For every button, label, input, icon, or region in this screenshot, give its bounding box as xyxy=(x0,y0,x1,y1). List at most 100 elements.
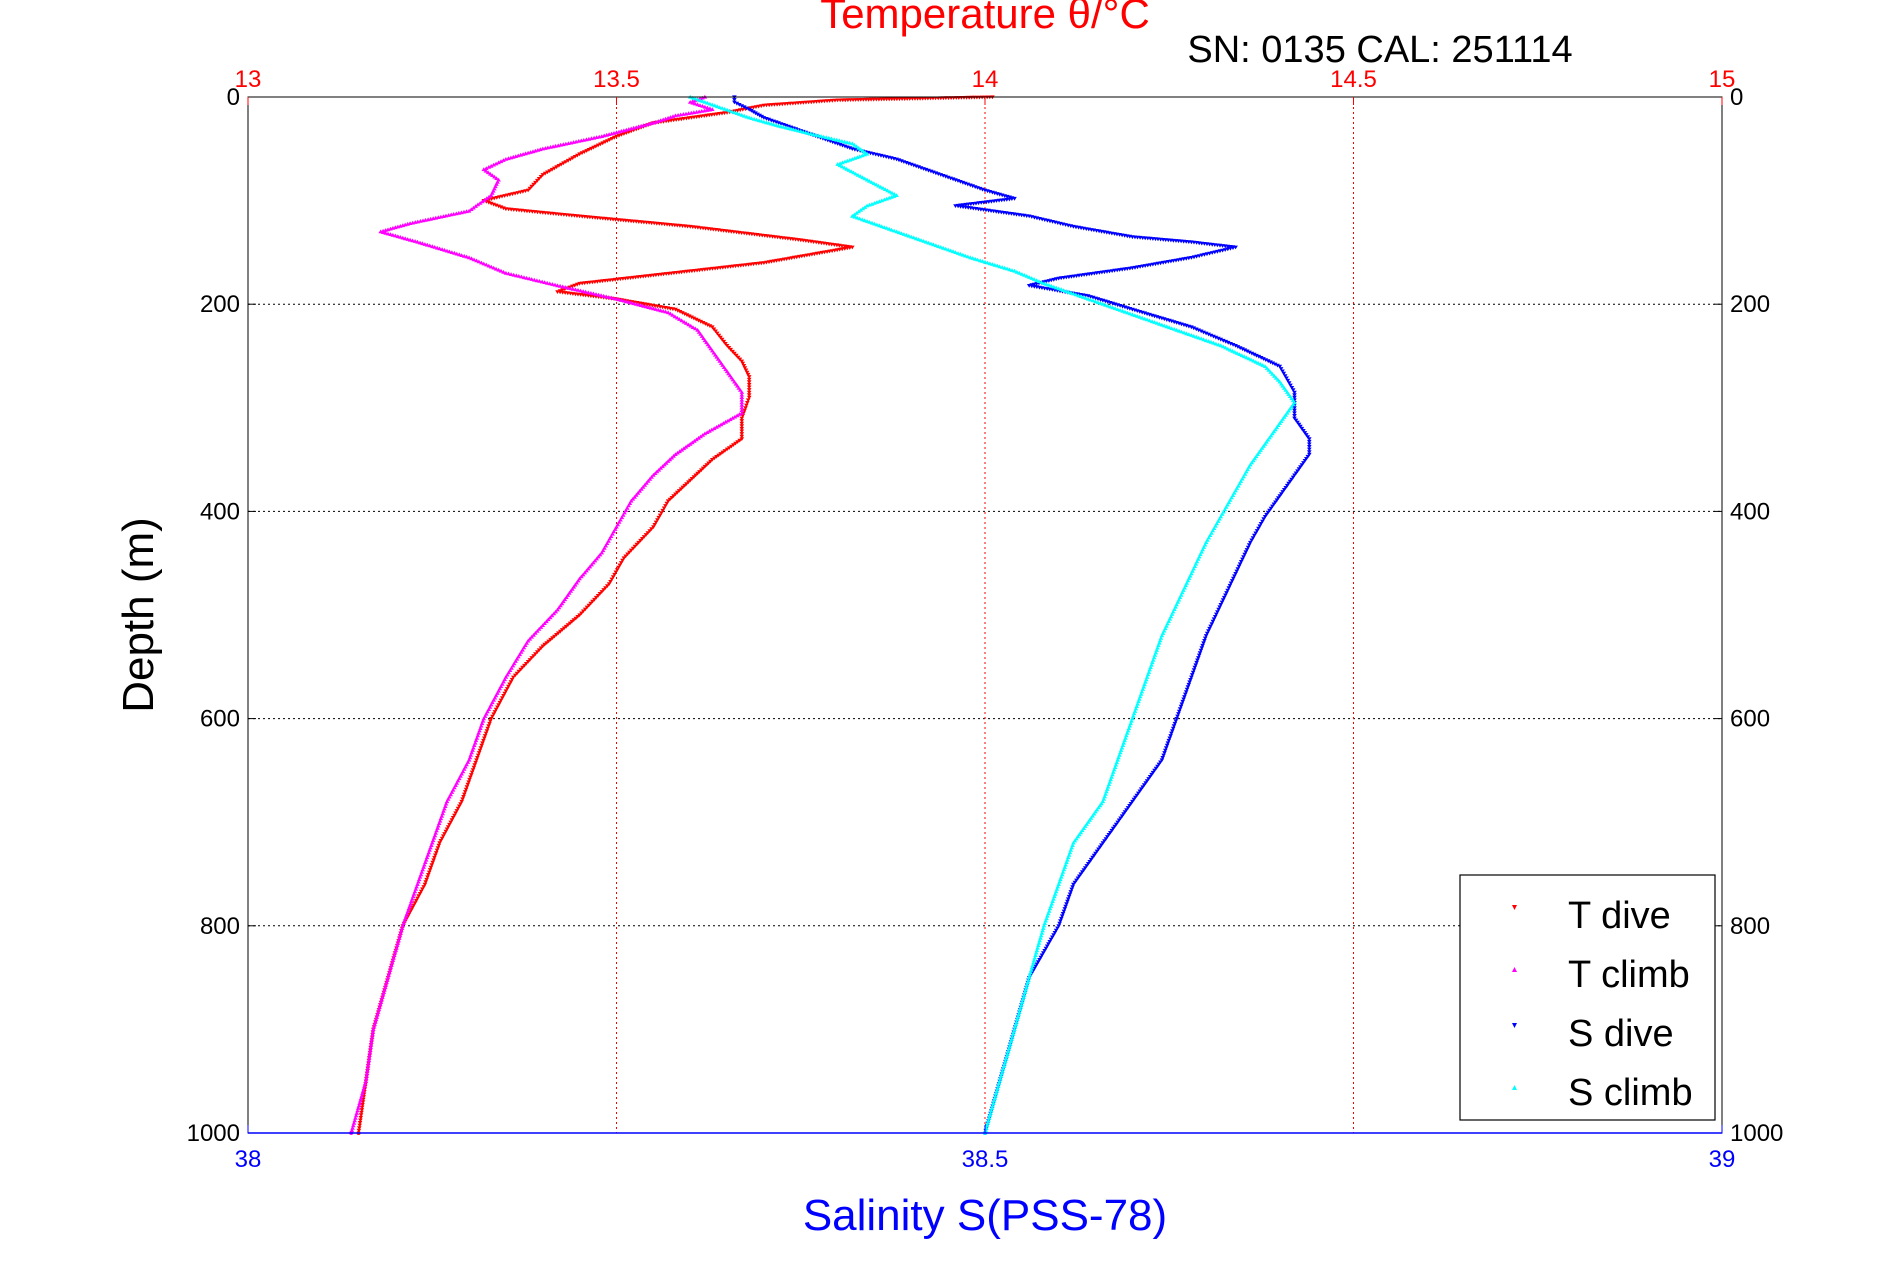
data-point xyxy=(877,223,882,228)
data-point xyxy=(746,377,752,382)
data-point xyxy=(1203,338,1209,343)
data-point xyxy=(732,351,737,356)
data-point xyxy=(352,1118,357,1123)
data-point xyxy=(673,452,678,456)
data-point xyxy=(739,419,745,423)
data-point xyxy=(1103,302,1108,307)
data-point xyxy=(682,312,687,316)
data-point xyxy=(614,134,619,139)
data-point xyxy=(1241,555,1246,559)
data-point xyxy=(999,1071,1005,1076)
data-point xyxy=(690,95,695,100)
data-point xyxy=(586,148,592,152)
data-point xyxy=(894,229,899,234)
data-point xyxy=(1108,304,1113,309)
data-point xyxy=(1071,840,1076,845)
data-point xyxy=(1084,864,1089,868)
data-point xyxy=(664,501,670,506)
data-point xyxy=(590,599,595,604)
data-point xyxy=(389,963,394,967)
data-point xyxy=(665,459,671,463)
data-point xyxy=(1024,985,1029,990)
axis-layer: 0 0 200 200 400 400 600 600 800 800 1000 1000 13 13.5… xyxy=(187,66,1784,1173)
data-point xyxy=(565,285,571,290)
data-point xyxy=(1206,629,1211,634)
data-point xyxy=(471,257,477,262)
data-point xyxy=(906,233,912,238)
data-point xyxy=(1056,924,1061,928)
data-point xyxy=(1064,902,1069,907)
data-point xyxy=(1112,306,1118,311)
data-point xyxy=(1038,935,1043,940)
data-point xyxy=(1024,274,1030,278)
data-point xyxy=(449,250,455,254)
data-point xyxy=(1299,463,1305,467)
data-point xyxy=(385,977,390,982)
data-point xyxy=(928,241,934,246)
data-point xyxy=(367,1050,373,1055)
data-point xyxy=(1014,1019,1019,1024)
data-point xyxy=(1147,775,1153,779)
data-point xyxy=(484,729,490,733)
data-point xyxy=(1147,667,1152,672)
data-point xyxy=(1139,689,1145,694)
data-point xyxy=(1225,346,1231,351)
data-point xyxy=(852,156,858,160)
data-point xyxy=(1227,347,1233,352)
data-point xyxy=(855,215,860,220)
data-point xyxy=(1091,853,1097,858)
data-point xyxy=(1063,904,1068,909)
data-point xyxy=(986,1116,992,1120)
data-point xyxy=(1108,777,1113,782)
data-point xyxy=(998,1074,1004,1078)
data-point xyxy=(643,122,649,127)
data-point xyxy=(857,154,862,159)
data-point xyxy=(839,164,845,169)
legend-marker-t-climb xyxy=(1512,967,1517,972)
data-point xyxy=(1304,433,1309,437)
data-point xyxy=(1292,393,1297,398)
data-point xyxy=(508,155,514,160)
data-point xyxy=(561,161,566,166)
data-point xyxy=(1301,461,1306,465)
data-point xyxy=(452,250,457,255)
data-point xyxy=(909,234,914,239)
data-point xyxy=(411,891,417,896)
data-point xyxy=(745,401,750,405)
data-point xyxy=(739,104,745,108)
data-point xyxy=(921,239,926,243)
data-point xyxy=(486,724,491,729)
data-point xyxy=(506,271,511,276)
data-point xyxy=(1184,331,1189,336)
data-point xyxy=(428,865,434,870)
data-point xyxy=(1042,949,1047,953)
data-point xyxy=(995,1086,1000,1091)
data-point xyxy=(728,347,733,352)
data-point xyxy=(864,203,870,208)
data-point xyxy=(997,264,1002,269)
data-point xyxy=(710,102,715,107)
data-point xyxy=(1232,350,1238,354)
data-point xyxy=(490,173,495,177)
data-point xyxy=(1253,531,1258,536)
data-point xyxy=(480,718,486,723)
data-point xyxy=(677,317,682,321)
data-point xyxy=(364,1073,369,1078)
data-point xyxy=(506,156,511,161)
data-point xyxy=(383,228,388,232)
data-point xyxy=(570,284,575,289)
data-point xyxy=(378,1002,383,1007)
data-point xyxy=(746,385,752,390)
data-point xyxy=(621,556,627,561)
data-point xyxy=(1267,508,1272,513)
data-point xyxy=(1176,328,1182,333)
data-point xyxy=(988,1111,993,1115)
data-point xyxy=(498,159,504,164)
data-point xyxy=(1165,741,1171,746)
data-point xyxy=(842,159,848,164)
data-point xyxy=(529,634,534,639)
data-point xyxy=(716,453,721,458)
data-point xyxy=(837,161,843,166)
data-point xyxy=(1201,330,1206,335)
data-point xyxy=(665,499,671,504)
